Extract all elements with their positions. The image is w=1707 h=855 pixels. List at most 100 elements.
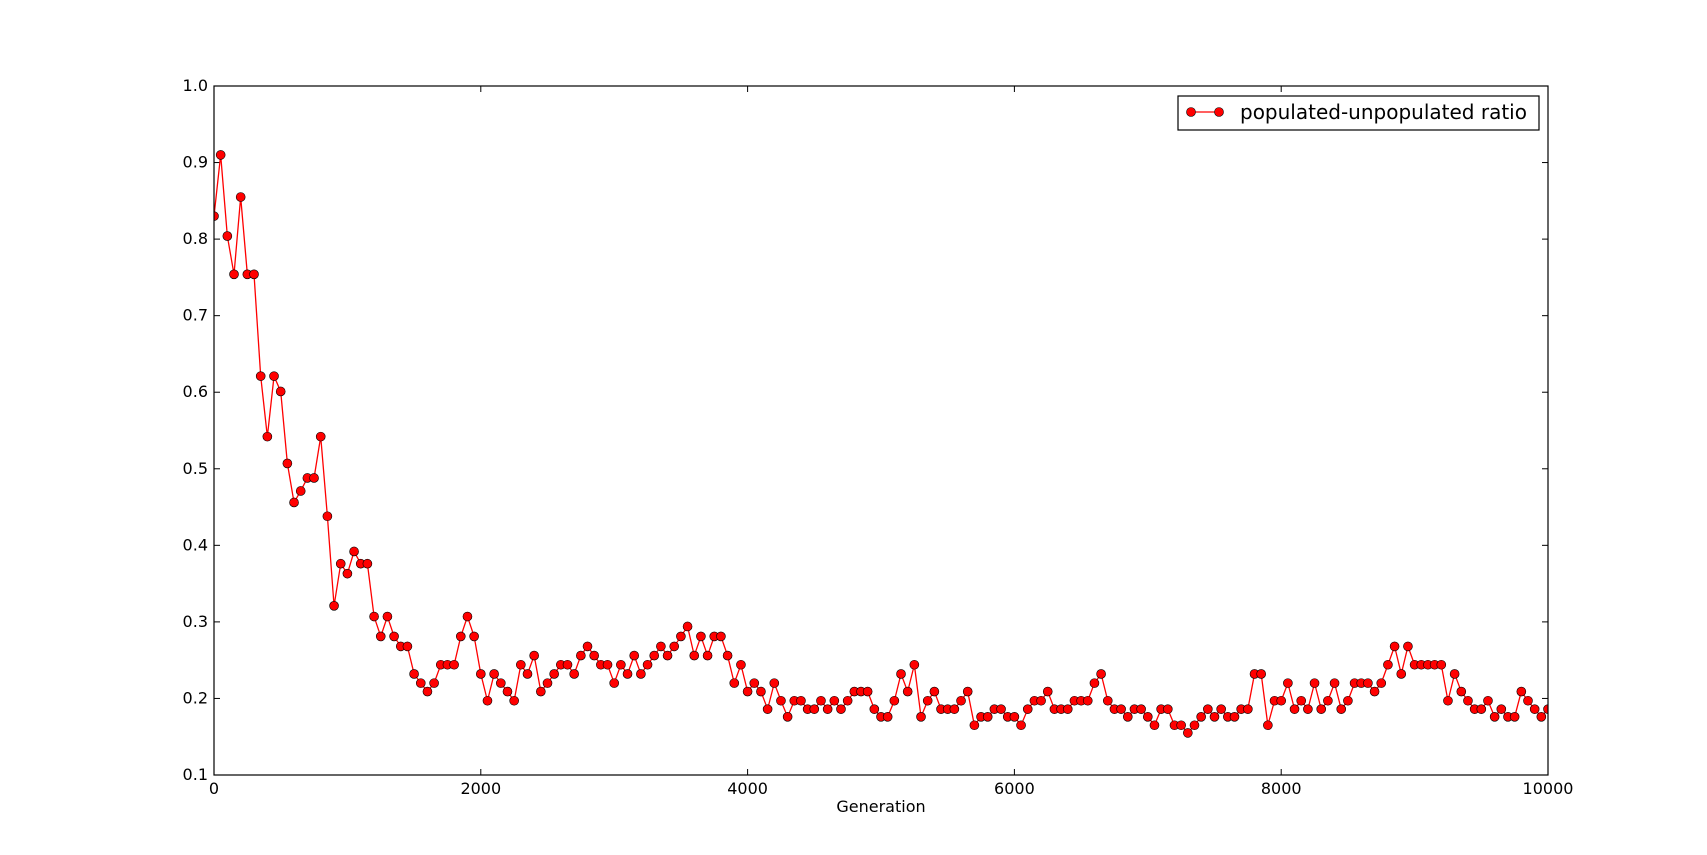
data-point — [382, 611, 393, 622]
x-tick-label: 4000 — [727, 779, 768, 798]
data-point — [1329, 678, 1340, 688]
data-point — [1336, 704, 1347, 714]
data-point — [736, 659, 746, 670]
data-point — [1543, 704, 1548, 714]
data-point — [1383, 659, 1393, 670]
data-point — [1536, 712, 1547, 722]
data-point — [1483, 695, 1493, 706]
data-point — [682, 621, 693, 632]
data-point — [829, 695, 840, 706]
data-point — [1516, 686, 1527, 697]
data-point — [235, 192, 246, 202]
data-point — [1523, 695, 1533, 706]
data-point — [1396, 669, 1407, 679]
plot-area-frame — [213, 85, 1549, 776]
data-point — [1303, 704, 1313, 714]
data-point — [1509, 712, 1520, 722]
data-point — [916, 712, 926, 722]
data-point — [1216, 704, 1226, 714]
data-point — [455, 631, 466, 642]
data-point — [742, 686, 753, 697]
data-point — [576, 650, 586, 661]
data-point — [756, 686, 766, 697]
data-point — [809, 704, 820, 714]
data-point — [716, 631, 726, 642]
data-point — [749, 678, 760, 688]
data-point — [1176, 720, 1186, 731]
legend-entry-label: populated-unpopulated ratio — [1240, 100, 1527, 124]
data-point — [1189, 720, 1200, 731]
data-point — [836, 704, 846, 714]
data-point — [1196, 712, 1206, 722]
data-point — [1323, 695, 1333, 706]
data-point — [1183, 728, 1193, 738]
legend-frame — [1177, 95, 1540, 131]
data-point — [462, 611, 473, 622]
data-point — [489, 669, 499, 679]
x-axis-ticks: 0 2000 4000 6000 8000 10000 — [209, 86, 1573, 798]
data-point — [1263, 720, 1273, 731]
data-point — [589, 650, 599, 661]
data-point — [335, 558, 346, 569]
data-point — [1036, 695, 1046, 706]
data-point — [229, 269, 239, 280]
data-point — [349, 546, 359, 557]
data-point — [469, 631, 479, 642]
data-point — [1443, 695, 1453, 706]
data-point — [1122, 712, 1133, 722]
data-point — [1489, 712, 1500, 722]
data-point — [369, 611, 379, 622]
data-point — [982, 712, 993, 722]
data-point — [389, 631, 399, 642]
data-point — [1256, 669, 1266, 679]
y-tick-label: 0.8 — [183, 229, 208, 248]
data-point — [569, 669, 579, 679]
data-point — [1042, 686, 1053, 697]
data-point — [315, 431, 326, 442]
y-tick-label: 0.2 — [183, 688, 208, 707]
data-point — [582, 641, 593, 652]
y-tick-label: 1.0 — [183, 76, 208, 95]
data-point — [329, 601, 339, 611]
data-point — [1062, 704, 1073, 714]
data-point — [602, 659, 613, 670]
data-point — [769, 678, 780, 688]
data-point — [869, 704, 880, 714]
data-point — [375, 631, 386, 642]
data-point — [949, 704, 960, 714]
data-point — [475, 669, 486, 679]
y-tick-label: 0.4 — [183, 535, 208, 554]
y-tick-label: 0.1 — [183, 765, 208, 784]
data-point — [536, 686, 546, 697]
data-point — [496, 678, 506, 688]
y-tick-label: 0.3 — [183, 612, 208, 631]
data-point — [1203, 704, 1213, 714]
data-point — [636, 669, 646, 679]
legend: populated-unpopulated ratio — [1177, 95, 1540, 131]
x-tick-label: 6000 — [994, 779, 1035, 798]
data-point — [722, 650, 733, 661]
data-point — [1316, 704, 1327, 714]
data-point — [1016, 720, 1026, 731]
data-point — [309, 473, 319, 483]
data-point — [882, 712, 893, 722]
data-point — [896, 669, 906, 679]
data-point — [662, 650, 673, 661]
data-point — [295, 486, 306, 496]
data-point — [622, 669, 633, 679]
data-point — [1229, 712, 1240, 722]
data-point — [342, 568, 353, 579]
data-point — [1009, 712, 1020, 722]
data-point — [502, 686, 513, 697]
data-point — [275, 386, 286, 397]
data-point — [1082, 695, 1093, 706]
data-point — [922, 695, 933, 706]
x-tick-label: 0 — [209, 779, 219, 798]
data-point — [842, 695, 853, 706]
data-point — [1096, 669, 1106, 679]
x-tick-label: 8000 — [1261, 779, 1302, 798]
data-point — [629, 650, 640, 661]
data-point — [362, 558, 373, 569]
data-point — [549, 669, 559, 679]
